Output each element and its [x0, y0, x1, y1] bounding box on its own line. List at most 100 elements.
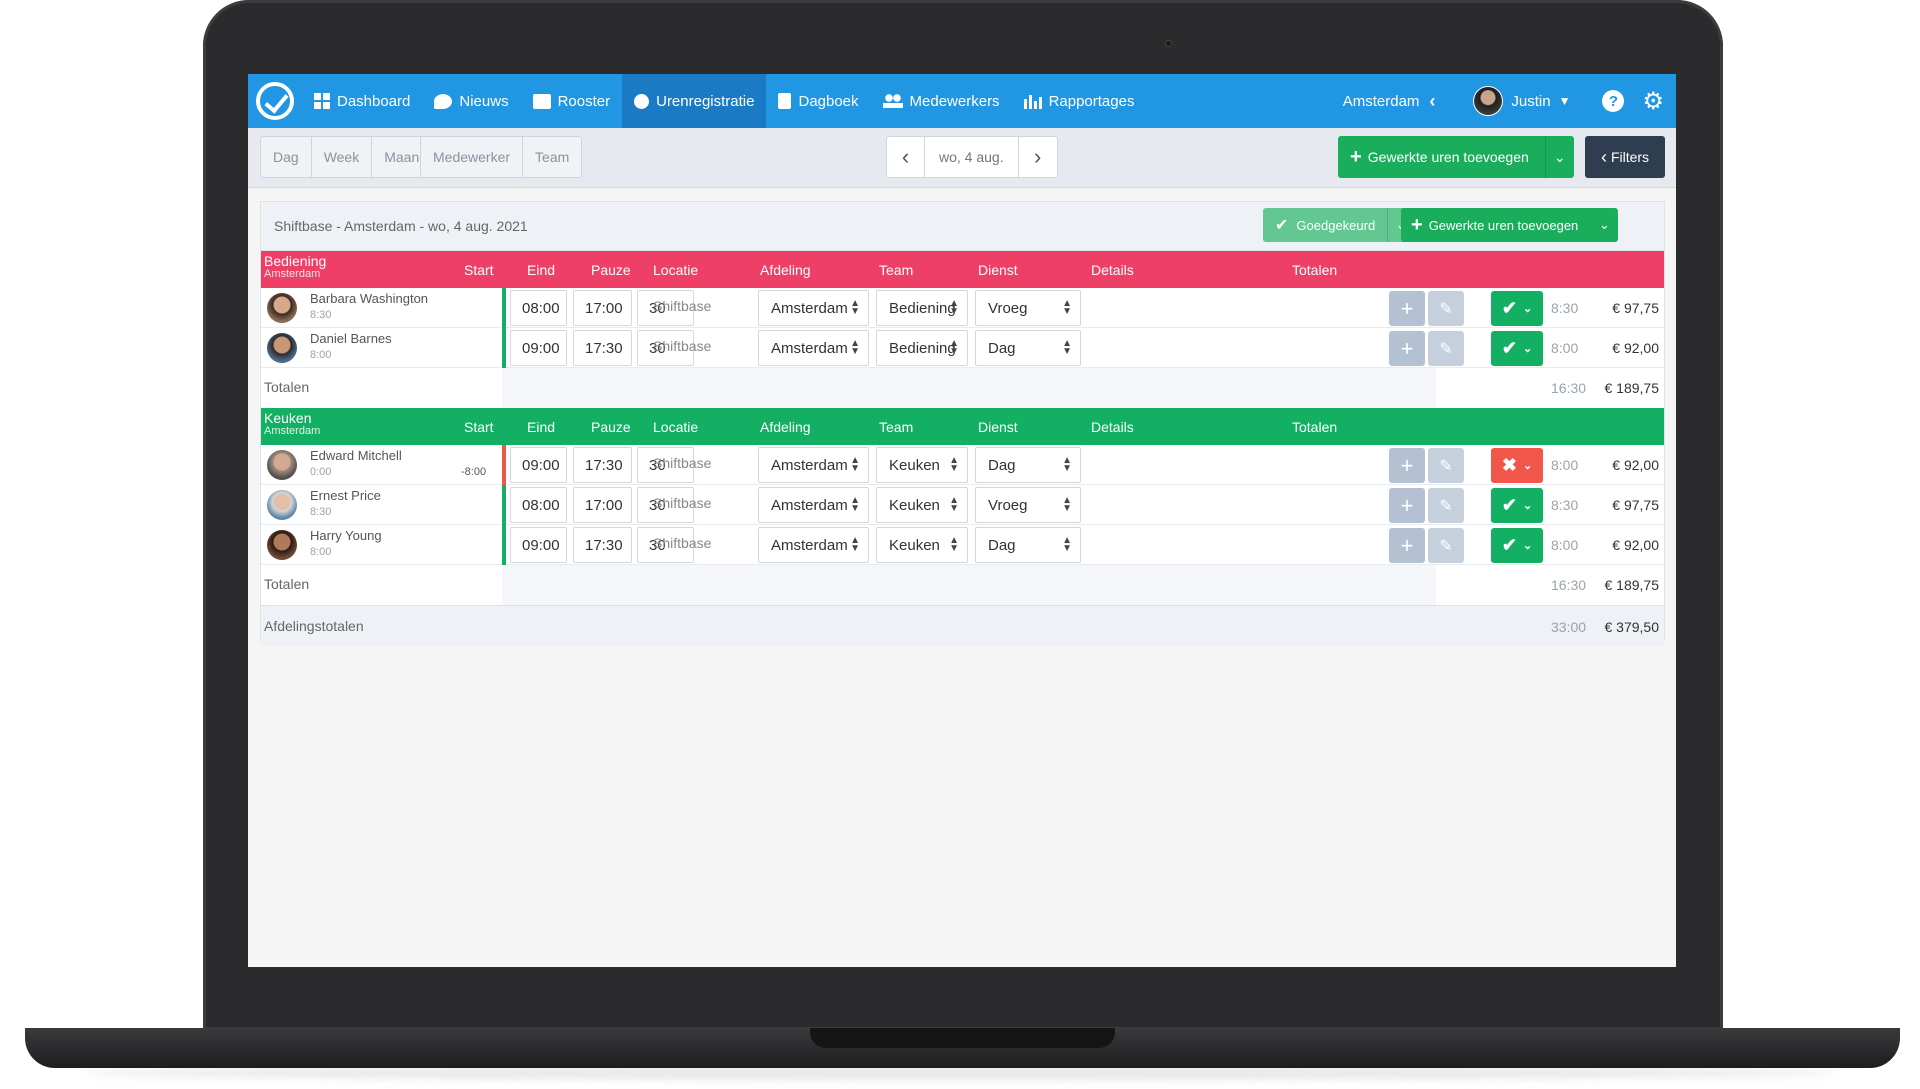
pause-input[interactable]: 30 [637, 330, 694, 366]
nav-right: Amsterdam ‹ Justin ▼ ? ⚙ [1329, 74, 1676, 128]
employee-name[interactable]: Harry Young [310, 528, 382, 543]
current-date[interactable]: wo, 4 aug. [925, 137, 1019, 177]
department-select-value: Amsterdam [771, 339, 848, 357]
nav-dashboard[interactable]: Dashboard [302, 74, 422, 128]
period-month[interactable]: Maand [384, 149, 428, 165]
shift-select[interactable]: Dag ▲ ▼ [975, 330, 1081, 366]
schedule-icon [532, 93, 551, 109]
shift-select[interactable]: Vroeg ▲ ▼ [975, 487, 1081, 523]
totals-label: Totalen [264, 576, 310, 592]
add-hours-label: Gewerkte uren toevoegen [1367, 149, 1529, 165]
approve-check-icon[interactable]: ✔ ⌄ [1491, 488, 1543, 523]
start-time-input[interactable]: 08:00 [510, 487, 567, 523]
add-hours-button-panel[interactable]: + Gewerkte uren toevoegen ⌄ [1401, 208, 1619, 242]
column-header: Pauze [591, 262, 631, 278]
shift-select[interactable]: Vroeg ▲ ▼ [975, 290, 1081, 326]
pencil-icon[interactable]: ✎ [1428, 488, 1464, 523]
column-header: Eind [527, 419, 556, 435]
column-header: Details [1091, 419, 1134, 435]
nav-rapportages[interactable]: Rapportages [1012, 74, 1147, 128]
filters-button[interactable]: ‹ Filters [1585, 136, 1665, 178]
add-icon[interactable]: + [1389, 448, 1425, 483]
employee-name[interactable]: Edward Mitchell [310, 448, 402, 463]
location-switcher[interactable]: Amsterdam ‹ [1329, 91, 1450, 112]
nav-dagboek[interactable]: Dagboek [766, 74, 870, 128]
row-total-amount: € 97,75 [1612, 497, 1659, 513]
nav-nieuws[interactable]: Nieuws [422, 74, 520, 128]
team-select[interactable]: Keuken ▲ ▼ [876, 447, 968, 483]
section-header: Keuken Amsterdam Start Eind Pauze Locatie Afde… [261, 408, 1664, 445]
group-employee[interactable]: Medewerker [421, 137, 524, 177]
employee-hours: 8:00 [310, 349, 332, 361]
employee-name[interactable]: Ernest Price [310, 488, 381, 503]
start-time-input[interactable]: 08:00 [510, 290, 567, 326]
end-time-input[interactable]: 17:00 [573, 290, 632, 326]
chevron-left-icon[interactable]: ‹ [887, 137, 925, 177]
approve-check-icon[interactable]: ✔ ⌄ [1491, 291, 1543, 326]
section-totals-row: Totalen 16:30 € 189,75 [261, 368, 1664, 408]
add-hours-button[interactable]: + Gewerkte uren toevoegen ⌄ [1338, 136, 1574, 178]
team-select[interactable]: Keuken ▲ ▼ [876, 487, 968, 523]
shift-select[interactable]: Dag ▲ ▼ [975, 527, 1081, 563]
department-select[interactable]: Amsterdam ▲ ▼ [758, 330, 869, 366]
help-icon[interactable]: ? [1602, 90, 1625, 112]
pause-input[interactable]: 30 [637, 527, 694, 563]
start-time-input[interactable]: 09:00 [510, 447, 567, 483]
chevron-right-icon[interactable]: › [1018, 137, 1057, 177]
nav-medewerkers[interactable]: Medewerkers [871, 74, 1012, 128]
chevron-down-icon[interactable]: ⌄ [1553, 148, 1566, 165]
pencil-icon[interactable]: ✎ [1428, 331, 1464, 366]
start-time-input[interactable]: 09:00 [510, 330, 567, 366]
approve-check-icon[interactable]: ✔ ⌄ [1491, 331, 1543, 366]
end-time-input[interactable]: 17:00 [573, 487, 632, 523]
department-select[interactable]: Amsterdam ▲ ▼ [758, 487, 869, 523]
add-icon[interactable]: + [1389, 528, 1425, 563]
group-team[interactable]: Team [535, 149, 570, 165]
period-week[interactable]: Week [312, 137, 373, 177]
pause-input[interactable]: 30 [637, 290, 694, 326]
add-icon[interactable]: + [1389, 488, 1425, 523]
end-time-input[interactable]: 17:30 [573, 527, 632, 563]
reject-x-icon[interactable]: ✖ ⌄ [1491, 448, 1543, 483]
end-time-input[interactable]: 17:30 [573, 330, 632, 366]
pencil-icon[interactable]: ✎ [1428, 448, 1464, 483]
add-icon[interactable]: + [1389, 331, 1425, 366]
nav-urenregistratie[interactable]: Urenregistratie [622, 74, 767, 128]
shiftbase-logo[interactable] [248, 74, 302, 128]
location-value: Shiftbase [653, 338, 712, 354]
department-select[interactable]: Amsterdam ▲ ▼ [758, 527, 869, 563]
department-select-value: Amsterdam [771, 536, 848, 554]
end-time-input[interactable]: 17:30 [573, 447, 632, 483]
team-select[interactable]: Bediening ▲ ▼ [876, 290, 968, 326]
row-total-hours: 8:00 [1551, 457, 1579, 473]
sort-arrows-icon: ▲ ▼ [1062, 455, 1072, 474]
chevron-down-icon[interactable]: ⌄ [1598, 217, 1610, 232]
add-icon[interactable]: + [1389, 291, 1425, 326]
employee-name[interactable]: Daniel Barnes [310, 331, 392, 346]
period-day[interactable]: Dag [261, 137, 312, 177]
camera [1165, 40, 1172, 47]
department-select[interactable]: Amsterdam ▲ ▼ [758, 447, 869, 483]
approve-check-icon[interactable]: ✔ ⌄ [1491, 528, 1543, 563]
sort-arrows-icon: ▲ ▼ [1062, 338, 1072, 357]
team-select[interactable]: Bediening ▲ ▼ [876, 330, 968, 366]
sort-arrows-icon: ▲ ▼ [850, 338, 860, 357]
shift-select-value: Dag [988, 456, 1016, 474]
approved-button[interactable]: ✔Goedgekeurd ⌄ [1263, 208, 1415, 242]
gear-icon[interactable]: ⚙ [1642, 87, 1664, 115]
user-menu[interactable]: Justin ▼ [1449, 86, 1590, 116]
pencil-icon[interactable]: ✎ [1428, 291, 1464, 326]
department-select[interactable]: Amsterdam ▲ ▼ [758, 290, 869, 326]
team-select[interactable]: Keuken ▲ ▼ [876, 527, 968, 563]
start-time-input[interactable]: 09:00 [510, 527, 567, 563]
section-location: Amsterdam [264, 268, 321, 280]
pencil-icon[interactable]: ✎ [1428, 528, 1464, 563]
pause-input[interactable]: 30 [637, 487, 694, 523]
chevron-left-icon: ‹ [1429, 90, 1436, 111]
shift-select[interactable]: Dag ▲ ▼ [975, 447, 1081, 483]
nav-rooster[interactable]: Rooster [521, 74, 623, 128]
row-total-hours: 8:30 [1551, 497, 1579, 513]
employee-name[interactable]: Barbara Washington [310, 291, 429, 306]
row-total-amount: € 92,00 [1612, 457, 1659, 473]
pause-input[interactable]: 30 [637, 447, 694, 483]
